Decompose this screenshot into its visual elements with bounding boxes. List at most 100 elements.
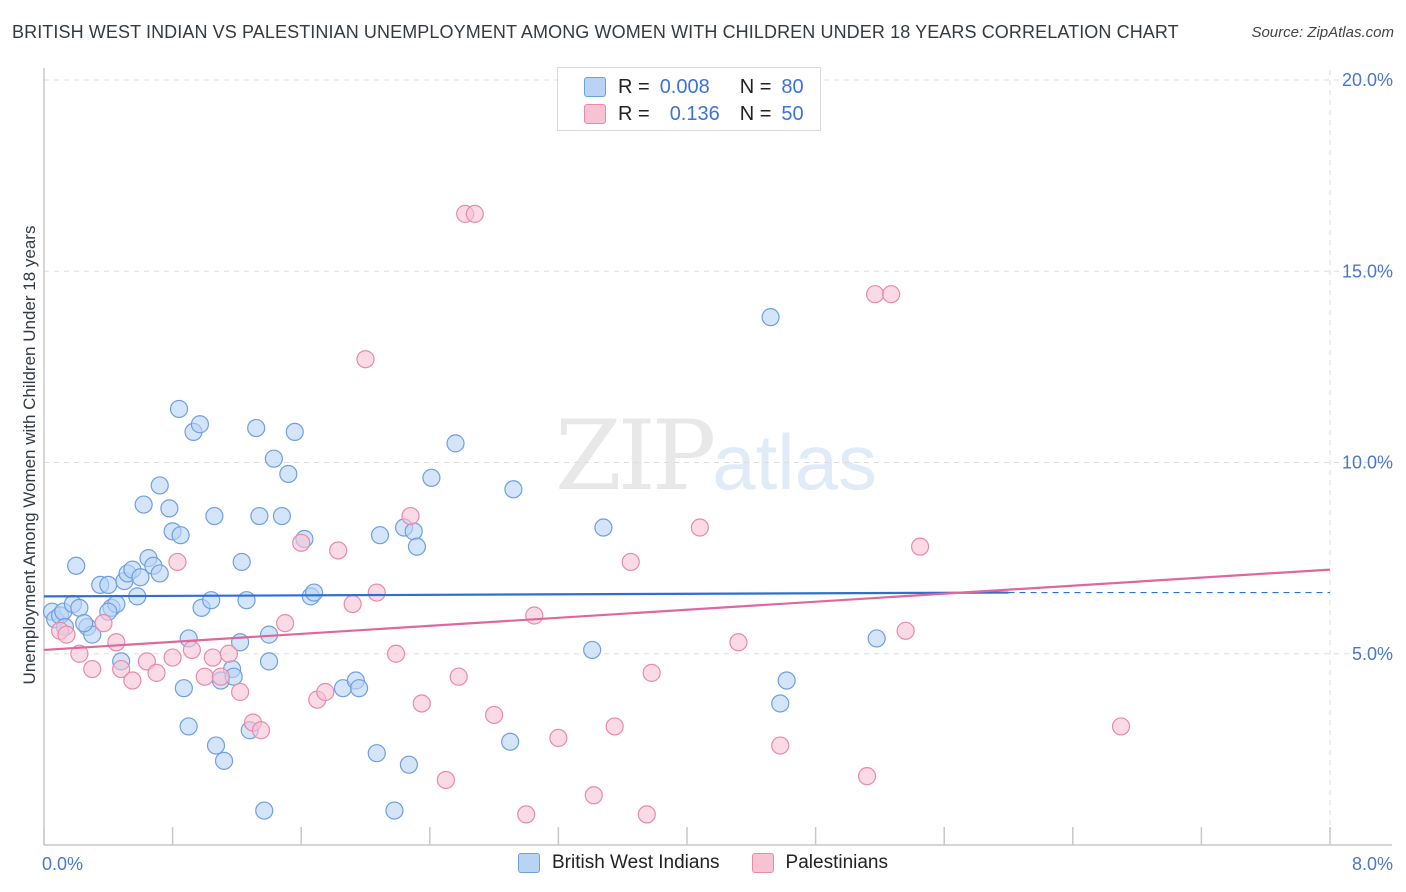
palestinians-point: [910, 537, 930, 556]
correlation-legend: R = 0.008 N = 80 R = 0.136 N = 50: [557, 67, 821, 131]
palestinians-point: [316, 682, 335, 702]
palestinians-point: [211, 667, 230, 686]
british-west-indians-point: [771, 694, 790, 713]
british-west-indians-point: [385, 801, 404, 820]
british-west-indians-point: [247, 418, 266, 438]
palestinians-point: [386, 644, 406, 663]
palestinians-point: [857, 767, 877, 786]
palestinians-point: [356, 350, 375, 369]
palestinians-point: [329, 541, 348, 560]
palestinians-point: [865, 285, 885, 304]
palestinians-point: [729, 633, 748, 652]
british-west-indians-point: [761, 308, 780, 327]
palestinians-point: [621, 552, 640, 572]
trend-line: [43, 568, 1331, 652]
palestinians-point: [251, 721, 271, 740]
palestinians-point: [584, 786, 603, 805]
british-west-indians-point: [174, 679, 193, 698]
axis-layer: [43, 68, 1392, 846]
british-west-indians-point: [777, 671, 796, 690]
british-west-indians-point: [264, 449, 283, 468]
british-west-indians-point: [131, 568, 150, 587]
british-west-indians-point: [255, 801, 274, 820]
y-tick-label: 5.0%: [1352, 644, 1393, 664]
palestinians-point: [690, 518, 709, 537]
british-west-indians-point: [171, 526, 190, 545]
legend-n-value: 50: [781, 102, 804, 125]
palestinians-point: [203, 648, 222, 667]
british-west-indians-point: [272, 506, 292, 526]
palestinians-point: [57, 625, 76, 644]
palestinians-point: [182, 640, 201, 660]
british-west-indians-point: [404, 522, 423, 541]
palestinians-point: [525, 606, 544, 625]
palestinians-point: [401, 506, 420, 526]
british-west-indians-point: [349, 679, 369, 698]
x-tick-label: 8.0%: [1352, 854, 1393, 874]
y-tick-label: 20.0%: [1342, 70, 1393, 90]
palestinians-point: [163, 648, 182, 667]
british-west-indians-point: [75, 614, 94, 633]
british-west-indians-point: [583, 640, 602, 660]
british-west-indians-point: [501, 732, 520, 751]
british-west-indians-point: [304, 583, 324, 602]
series-swatch-pink: [751, 853, 774, 873]
palestinians-point: [882, 285, 901, 304]
british-west-indians-point: [214, 751, 234, 770]
legend-r-value: 0.136: [669, 102, 720, 125]
palestinians-point: [637, 805, 656, 824]
british-west-indians-point: [150, 564, 169, 583]
legend-r-value: 0.008: [659, 75, 710, 98]
points-layer: [42, 204, 1131, 824]
british-west-indians-point: [594, 518, 613, 537]
palestinians-point: [436, 770, 455, 790]
british-west-indians-point: [169, 399, 189, 419]
tick-label-layer: 5.0% 10.0% 15.0% 20.0% 0.0% 8.0%: [42, 70, 1393, 874]
palestinians-point: [112, 659, 131, 679]
british-west-indians-point: [99, 575, 118, 595]
palestinians-point: [771, 736, 790, 755]
british-west-indians-point: [179, 717, 198, 736]
palestinians-point: [485, 705, 504, 725]
palestinians-point: [107, 633, 126, 652]
british-west-indians-point: [205, 506, 224, 526]
series-swatch-blue: [517, 853, 540, 873]
british-west-indians-point: [370, 526, 390, 545]
source-label: Source: ZipAtlas.com: [1251, 24, 1394, 41]
series-legend-british-west-indians: British West Indians: [517, 852, 720, 874]
palestinians-point: [231, 682, 250, 702]
legend-n-label: N =: [739, 75, 772, 98]
british-west-indians-point: [150, 476, 169, 495]
legend-r-label: R =: [618, 75, 650, 98]
series-name: Palestinians: [785, 852, 888, 873]
palestinians-point: [292, 533, 311, 552]
palestinians-point: [896, 621, 915, 640]
british-west-indians-point: [67, 556, 86, 575]
british-west-indians-point: [237, 591, 256, 610]
palestinians-point: [83, 659, 102, 679]
british-west-indians-point: [134, 495, 153, 514]
palestinians-point: [367, 583, 386, 602]
palestinians-point: [147, 663, 166, 682]
palestinians-point: [219, 644, 238, 663]
british-west-indians-point: [504, 480, 523, 499]
x-tick-label: 0.0%: [42, 854, 83, 874]
legend-row-palestinians: R = 0.136 N = 50: [584, 102, 804, 126]
palestinians-point: [195, 667, 214, 686]
legend-swatch-blue: [584, 77, 606, 97]
legend-swatch-pink: [584, 104, 606, 124]
legend-row-british-west-indians: R = 0.008 N = 80: [584, 75, 804, 99]
series-legend-palestinians: Palestinians: [751, 852, 888, 874]
y-tick-label: 15.0%: [1342, 261, 1393, 281]
palestinians-point: [343, 594, 362, 614]
palestinians-point: [276, 614, 295, 633]
british-west-indians-point: [259, 652, 279, 671]
palestinians-point: [465, 204, 484, 223]
legend-n-label: N =: [739, 102, 772, 125]
british-west-indians-point: [367, 744, 386, 763]
series-name: British West Indians: [551, 852, 720, 873]
british-west-indians-point: [190, 415, 210, 434]
palestinians-point: [94, 614, 113, 633]
british-west-indians-point: [399, 755, 419, 774]
palestinians-point: [168, 552, 187, 572]
